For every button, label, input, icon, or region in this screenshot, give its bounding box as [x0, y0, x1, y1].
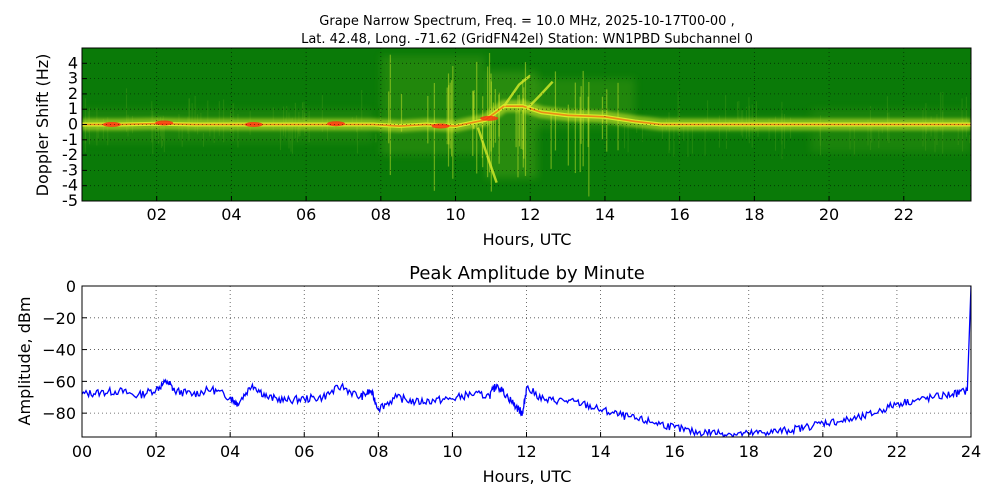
amplitude-y-tick-label: −80: [42, 404, 76, 423]
spectrum-peak-spot: [327, 121, 345, 127]
amplitude-x-tick-label: 06: [294, 442, 314, 461]
spectrum-y-tick-label: -3: [62, 160, 78, 179]
amplitude-x-tick-label: 24: [961, 442, 981, 461]
amplitude-x-tick-label: 12: [516, 442, 536, 461]
spectrum-trace-core: [82, 105, 971, 127]
spectrum-title-line2: Lat. 42.48, Long. -71.62 (GridFN42el) St…: [301, 32, 753, 47]
spectrum-y-tick-label: -4: [62, 176, 78, 195]
spectrum-glow-region: [380, 55, 486, 156]
amplitude-y-tick-label: 0: [66, 277, 76, 296]
spectrum-x-tick-label: 16: [669, 205, 689, 224]
spectrum-y-tick-label: -1: [62, 130, 78, 149]
amplitude-series-line: [82, 286, 971, 437]
spectrum-y-tick-label: 0: [68, 115, 78, 134]
spectrum-x-tick-label: 04: [221, 205, 241, 224]
amplitude-y-tick-label: −60: [42, 372, 76, 391]
spectrum-y-tick-label: 4: [68, 53, 78, 72]
spectrum-trace-branch: [525, 80, 554, 111]
amplitude-x-tick-label: 16: [664, 442, 684, 461]
amplitude-x-tick-label: 08: [368, 442, 388, 461]
amplitude-x-tick-label: 04: [220, 442, 240, 461]
spectrum-peak-spot: [155, 120, 174, 126]
spectrum-x-tick-label: 06: [296, 205, 316, 224]
amplitude-x-axis-label: Hours, UTC: [483, 467, 572, 486]
amplitude-x-tick-label: 10: [442, 442, 462, 461]
amplitude-y-ticks: 0 −20 −40 −60 −80: [42, 277, 87, 423]
spectrum-x-tick-label: 22: [894, 205, 914, 224]
amplitude-x-tick-label: 02: [146, 442, 166, 461]
spectrum-x-axis-label: Hours, UTC: [483, 230, 572, 249]
amplitude-x-tick-label: 20: [813, 442, 833, 461]
spectrum-x-tick-label: 10: [445, 205, 465, 224]
spectrum-x-tick-label: 14: [595, 205, 615, 224]
amplitude-y-tick-label: −40: [42, 341, 76, 360]
spectrum-peak-spot: [102, 122, 121, 127]
spectrum-gridlines: [82, 48, 971, 201]
spectrum-x-tick-label: 18: [744, 205, 764, 224]
spectrum-trace-branch: [476, 127, 498, 184]
spectrum-x-ticks: 02 04 06 08 10 12 14 16 18 20 22: [147, 196, 914, 224]
amplitude-x-tick-label: 00: [72, 442, 92, 461]
spectrum-x-tick-label: 12: [520, 205, 540, 224]
spectrum-x-tick-label: 20: [819, 205, 839, 224]
spectrum-y-axis-label: Doppler Shift (Hz): [33, 54, 52, 197]
spectrum-x-tick-label: 02: [147, 205, 167, 224]
spectrum-peak-spot: [480, 115, 499, 121]
amplitude-y-axis-label: Amplitude, dBm: [15, 297, 34, 426]
amplitude-plot-background: [82, 286, 971, 437]
amplitude-title: Peak Amplitude by Minute: [409, 263, 645, 284]
spectrum-y-tick-label: -5: [62, 191, 78, 210]
spectrum-y-tick-label: 1: [68, 99, 78, 118]
amplitude-x-tick-label: 22: [887, 442, 907, 461]
spectrum-peak-spot: [431, 123, 450, 129]
amplitude-x-tick-label: 18: [739, 442, 759, 461]
spectrum-y-tick-label: 3: [68, 69, 78, 88]
spectrum-title-line1: Grape Narrow Spectrum, Freq. = 10.0 MHz,…: [319, 14, 734, 29]
amplitude-x-ticks: 00 02 04 06 08 10 12 14 16 18 20 22 24: [72, 432, 981, 461]
spectrum-x-tick-label: 08: [371, 205, 391, 224]
amplitude-x-tick-label: 14: [590, 442, 610, 461]
spectrum-y-tick-label: 2: [68, 84, 78, 103]
amplitude-y-tick-label: −20: [42, 309, 76, 328]
spectrum-glow-region: [810, 109, 971, 153]
spectrum-plot-area: [82, 48, 971, 201]
spectrum-peak-spot: [244, 122, 263, 127]
spectrum-y-tick-label: -2: [62, 145, 78, 164]
